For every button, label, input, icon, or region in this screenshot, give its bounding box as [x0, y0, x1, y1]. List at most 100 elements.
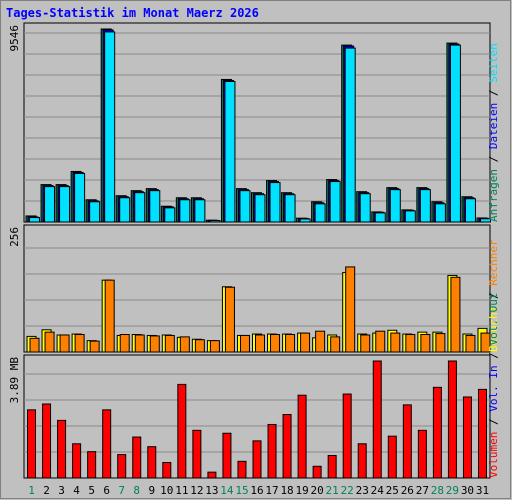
bar-volumen-day-4	[72, 443, 82, 479]
bar-seiten-day-4	[74, 172, 86, 223]
bar-volumen-day-3	[57, 419, 67, 479]
right-legend-part: Rechner	[487, 239, 500, 286]
bar-seiten-day-3	[59, 186, 71, 223]
bar-rechner-day-25	[390, 332, 401, 353]
bar-volumen-day-28	[432, 386, 442, 479]
x-tick-label-day-10: 10	[160, 484, 173, 497]
bar-rechner-day-31	[480, 332, 491, 353]
bar-seiten-day-7	[119, 197, 131, 223]
x-tick-label-day-8: 8	[133, 484, 140, 497]
bar-volumen-day-22	[342, 393, 352, 479]
right-legend-part: Vol. Out	[487, 293, 500, 346]
x-tick-label-day-23: 23	[356, 484, 369, 497]
x-tick-label-day-14: 14	[220, 484, 234, 497]
right-legend-part: Vol. In	[487, 365, 500, 411]
bar-rechner-day-11	[179, 336, 190, 353]
bar-seiten-day-27	[419, 189, 431, 223]
right-legend-part: /	[487, 149, 500, 169]
bar-seiten-day-2	[44, 186, 56, 223]
bar-volumen-day-8	[132, 436, 142, 479]
right-legend-part: Dateien	[487, 103, 500, 149]
x-tick-label-day-19: 19	[295, 484, 308, 497]
bar-seiten-day-28	[434, 203, 446, 223]
bar-volumen-day-27	[417, 429, 427, 479]
bar-rechner-day-8	[134, 334, 145, 353]
bar-volumen-day-10	[162, 461, 172, 479]
bar-volumen-day-6	[102, 409, 112, 479]
bar-seiten-day-17	[269, 182, 281, 223]
x-tick-label-day-2: 2	[43, 484, 50, 497]
bar-volumen-day-26	[402, 404, 412, 479]
y-max-label: 9546	[8, 25, 21, 52]
right-legend: Besuche / Rechner	[487, 239, 500, 352]
chart-panel-2: 256 Besuche / Rechner	[8, 224, 500, 353]
x-tick-label-day-12: 12	[190, 484, 203, 497]
bar-seiten-day-23	[359, 193, 371, 223]
bar-volumen-day-7	[117, 454, 127, 479]
bar-rechner-day-2	[44, 331, 55, 353]
bar-volumen-day-13	[207, 471, 217, 479]
right-legend-part: Seiten	[487, 43, 500, 83]
bar-rechner-day-1	[29, 337, 40, 353]
bar-seiten-day-13	[209, 220, 221, 223]
bar-seiten-day-26	[404, 210, 416, 223]
bar-rechner-day-23	[360, 334, 371, 353]
bar-volumen-day-31	[477, 388, 487, 479]
x-tick-label-day-17: 17	[265, 484, 278, 497]
chart-panel-1: 9546 Anfragen / Dateien / Seiten	[8, 22, 500, 223]
bar-volumen-day-17	[267, 423, 277, 479]
right-legend-part: Volumen	[487, 432, 500, 478]
bar-volumen-day-16	[252, 440, 262, 479]
bar-volumen-day-12	[192, 429, 202, 479]
bar-volumen-day-21	[327, 454, 337, 479]
bar-volumen-day-30	[462, 396, 472, 479]
right-legend: Anfragen / Dateien / Seiten	[487, 43, 500, 222]
right-legend-part: /	[487, 412, 500, 432]
chart-panel-3: 3.89 MB Volumen / Vol. In / Vol. Out	[8, 293, 500, 479]
x-tick-label-day-18: 18	[280, 484, 293, 497]
bar-rechner-day-29	[450, 276, 461, 353]
bar-volumen-day-5	[87, 451, 97, 479]
panel-frame	[23, 224, 491, 353]
bar-rechner-day-19	[300, 332, 311, 353]
bar-seiten-day-21	[329, 181, 341, 223]
bar-seiten-day-30	[464, 198, 476, 223]
bar-seiten-day-20	[314, 203, 326, 223]
bar-rechner-day-18	[285, 334, 296, 353]
bar-volumen-day-9	[147, 446, 157, 479]
chart-title: Tages-Statistik im Monat Maerz 2026	[6, 6, 259, 20]
bar-volumen-day-23	[357, 443, 367, 479]
bar-rechner-day-10	[164, 334, 175, 353]
bar-seiten-day-12	[194, 199, 206, 223]
x-tick-label-day-22: 22	[341, 484, 354, 497]
bar-volumen-day-19	[297, 394, 307, 479]
bar-rechner-day-13	[209, 340, 220, 353]
bar-seiten-day-15	[239, 190, 251, 223]
x-tick-label-day-27: 27	[416, 484, 429, 497]
x-tick-label-day-6: 6	[103, 484, 110, 497]
x-tick-label-day-5: 5	[88, 484, 95, 497]
bar-volumen-day-2	[42, 403, 52, 479]
bar-seiten-day-9	[149, 190, 161, 223]
bar-rechner-day-16	[255, 334, 265, 353]
bar-seiten-day-29	[449, 44, 461, 223]
bar-rechner-day-7	[119, 334, 130, 353]
x-tick-label-day-30: 30	[461, 484, 474, 497]
bar-rechner-day-14	[224, 286, 235, 353]
bar-rechner-day-3	[59, 334, 70, 353]
bar-seiten-day-16	[254, 194, 266, 223]
x-tick-label-day-24: 24	[371, 484, 385, 497]
bar-seiten-day-8	[134, 192, 146, 223]
bar-rechner-day-6	[104, 279, 115, 353]
bar-volumen-day-25	[387, 435, 397, 479]
bar-rechner-day-22	[345, 266, 356, 353]
bar-seiten-day-18	[284, 194, 296, 223]
bar-rechner-day-17	[270, 334, 281, 353]
bar-volumen-day-1	[27, 409, 37, 479]
right-legend-part: /	[487, 346, 500, 366]
right-legend-part: Anfragen	[487, 169, 500, 222]
bar-seiten-day-22	[344, 47, 356, 223]
x-tick-label-day-4: 4	[73, 484, 80, 497]
y-max-label: 3.89 MB	[8, 357, 21, 404]
